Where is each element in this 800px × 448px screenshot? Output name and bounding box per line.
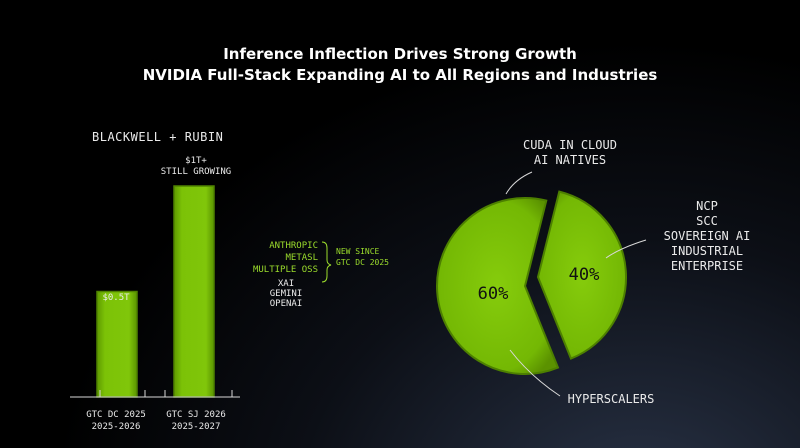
customer-list-new: ANTHROPIC METASL MULTIPLE OSS bbox=[238, 240, 318, 276]
customer-list-existing: XAI GEMINI OPENAI bbox=[266, 279, 306, 309]
title-line-1: Inference Inflection Drives Strong Growt… bbox=[223, 45, 577, 63]
pie-slice-label-1: 60% bbox=[478, 284, 509, 304]
bar-chart-heading: BLACKWELL + RUBIN bbox=[92, 130, 224, 144]
customer-xai: XAI bbox=[277, 279, 295, 289]
callout-lines bbox=[70, 171, 647, 398]
new-since-note: NEW SINCE GTC DC 2025 bbox=[336, 247, 389, 267]
pie-slice-label-2: 40% bbox=[569, 265, 600, 285]
bar-2 bbox=[173, 185, 215, 398]
customer-anthropic: ANTHROPIC bbox=[269, 241, 318, 251]
bar-1 bbox=[96, 290, 138, 398]
bars-layer bbox=[96, 185, 215, 398]
x-axis-label-2: GTC SJ 2026 2025-2027 bbox=[166, 410, 226, 432]
pie-slice-2 bbox=[536, 190, 627, 360]
customer-metasl: METASL bbox=[285, 253, 318, 263]
pie-layer: 60% 40% bbox=[436, 190, 627, 375]
callout-cuda bbox=[505, 171, 533, 195]
x-axis-label-1: GTC DC 2025 2025-2026 bbox=[86, 410, 146, 432]
bar-value-label-2: $1T+ STILL GROWING bbox=[160, 156, 232, 177]
bar-value-label-1: $0.5T bbox=[102, 293, 130, 303]
pie-label-ncp-group: NCP SCC SOVEREIGN AI INDUSTRIAL ENTERPRI… bbox=[663, 199, 751, 273]
callout-ncp bbox=[605, 239, 647, 259]
pie-label-cuda-cloud: CUDA IN CLOUD AI NATIVES bbox=[523, 138, 617, 167]
title-line-2: NVIDIA Full-Stack Expanding AI to All Re… bbox=[142, 66, 658, 84]
pie-slice-1 bbox=[436, 197, 560, 375]
callout-hyperscalers bbox=[509, 349, 561, 397]
brace bbox=[321, 241, 332, 283]
slide-title: Inference Inflection Drives Strong Growt… bbox=[0, 44, 800, 86]
customer-gemini: GEMINI bbox=[269, 289, 303, 299]
pie-label-hyperscalers: HYPERSCALERS bbox=[567, 392, 655, 406]
customer-multiple-oss: MULTIPLE OSS bbox=[252, 265, 318, 275]
customer-openai: OPENAI bbox=[269, 299, 303, 309]
